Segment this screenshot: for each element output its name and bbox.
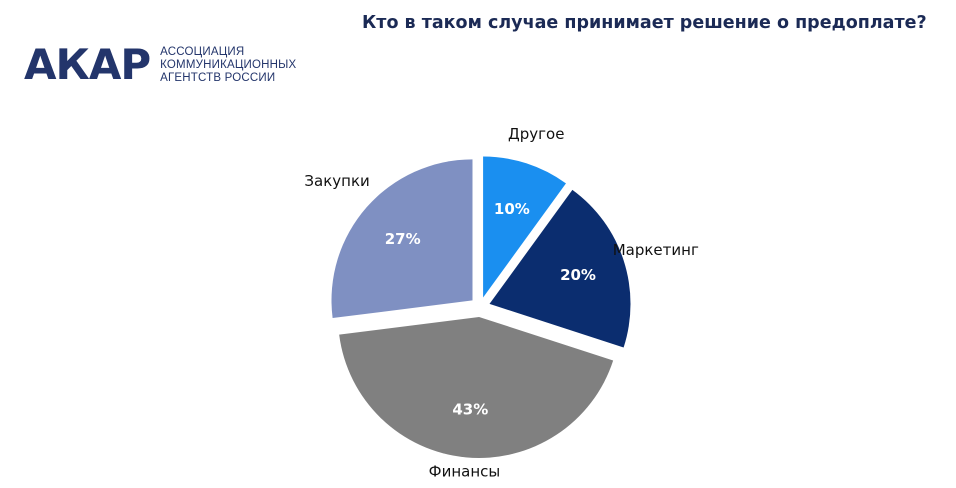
pie-slice-4 — [331, 159, 473, 319]
akar-logo: АКАР АССОЦИАЦИЯ КОММУНИКАЦИОННЫХ АГЕНТСТ… — [24, 40, 296, 90]
slice-category-label-4: Закупки — [304, 172, 369, 190]
slice-value-label-2: 20% — [560, 266, 596, 284]
slice-category-label-1: Другое — [508, 125, 564, 143]
logo-line-1: АССОЦИАЦИЯ — [160, 45, 245, 58]
pie-slice-2 — [489, 189, 631, 348]
slice-value-label-1: 10% — [494, 200, 530, 218]
pie-slice-1 — [483, 156, 566, 298]
slice-category-label-2: Маркетинг — [613, 241, 699, 259]
logo-mark: АКАР — [24, 40, 151, 89]
logo-line-2: КОММУНИКАЦИОННЫХ — [160, 58, 297, 71]
chart-title: Кто в таком случае принимает решение о п… — [362, 13, 927, 33]
pie-slice-3 — [339, 316, 614, 458]
slice-value-label-4: 27% — [385, 230, 421, 248]
logo-text: АССОЦИАЦИЯ КОММУНИКАЦИОННЫХ АГЕНТСТВ РОС… — [160, 46, 296, 85]
logo-line-3: АГЕНТСТВ РОССИИ — [160, 71, 276, 84]
slice-value-label-3: 43% — [452, 401, 488, 419]
slice-category-label-3: Финансы — [429, 462, 501, 480]
